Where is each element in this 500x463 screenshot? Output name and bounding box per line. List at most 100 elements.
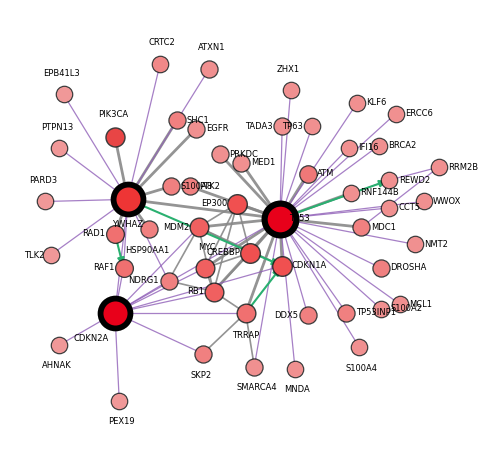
Point: [164, 277, 172, 284]
Text: PEX19: PEX19: [108, 417, 134, 426]
Point: [55, 341, 63, 349]
Point: [242, 309, 250, 317]
Point: [173, 116, 181, 124]
Point: [250, 363, 258, 370]
Text: SHC1: SHC1: [186, 116, 210, 125]
Point: [308, 123, 316, 130]
Point: [60, 91, 68, 98]
Point: [386, 204, 394, 212]
Point: [111, 309, 119, 317]
Point: [411, 241, 419, 248]
Point: [111, 309, 119, 317]
Text: KLF6: KLF6: [366, 99, 387, 107]
Text: CDKN2A: CDKN2A: [74, 333, 108, 343]
Text: PTPN13: PTPN13: [41, 123, 73, 131]
Point: [46, 251, 54, 259]
Point: [111, 230, 119, 238]
Point: [192, 125, 200, 132]
Point: [353, 99, 361, 106]
Text: TADA3: TADA3: [245, 122, 272, 131]
Point: [246, 249, 254, 257]
Text: TLK2: TLK2: [24, 250, 44, 260]
Text: TRRAP: TRRAP: [232, 331, 260, 340]
Point: [124, 196, 132, 203]
Point: [194, 224, 202, 231]
Point: [201, 264, 209, 272]
Text: REWD2: REWD2: [399, 175, 430, 185]
Text: S100A8: S100A8: [180, 182, 212, 191]
Point: [386, 176, 394, 184]
Point: [41, 198, 49, 205]
Point: [346, 189, 354, 197]
Point: [358, 224, 366, 231]
Point: [278, 262, 286, 269]
Text: AHNAK: AHNAK: [42, 362, 72, 370]
Point: [146, 225, 154, 233]
Point: [166, 183, 174, 190]
Text: WWOX: WWOX: [433, 197, 462, 206]
Text: IFI16: IFI16: [358, 144, 378, 152]
Point: [55, 341, 63, 349]
Point: [286, 86, 294, 94]
Text: NMT2: NMT2: [424, 240, 448, 249]
Text: ZHX1: ZHX1: [277, 65, 300, 74]
Text: ATM: ATM: [318, 169, 334, 178]
Point: [377, 305, 385, 313]
Text: BRCA2: BRCA2: [388, 141, 416, 150]
Text: MED1: MED1: [251, 158, 275, 168]
Text: PRKDC: PRKDC: [230, 150, 258, 159]
Point: [210, 288, 218, 295]
Point: [356, 344, 364, 351]
Point: [238, 159, 246, 167]
Point: [304, 170, 312, 177]
Point: [242, 309, 250, 317]
Text: EGFR: EGFR: [206, 124, 229, 133]
Point: [233, 200, 241, 207]
Point: [286, 86, 294, 94]
Point: [111, 133, 119, 141]
Point: [344, 144, 352, 151]
Point: [386, 176, 394, 184]
Point: [356, 344, 364, 351]
Point: [278, 123, 286, 130]
Point: [353, 99, 361, 106]
Text: RB1: RB1: [187, 287, 204, 296]
Point: [120, 264, 128, 272]
Text: DDX5: DDX5: [274, 311, 298, 319]
Point: [434, 163, 442, 171]
Point: [111, 230, 119, 238]
Text: RAD1: RAD1: [82, 229, 106, 238]
Point: [216, 150, 224, 158]
Point: [358, 224, 366, 231]
Point: [278, 262, 286, 269]
Text: RAF1: RAF1: [92, 263, 114, 272]
Text: DROSHA: DROSHA: [390, 263, 426, 272]
Point: [55, 144, 63, 151]
Text: ATXN1: ATXN1: [198, 44, 225, 52]
Point: [304, 312, 312, 319]
Point: [386, 204, 394, 212]
Point: [346, 189, 354, 197]
Point: [304, 170, 312, 177]
Point: [111, 133, 119, 141]
Text: MDM2: MDM2: [163, 223, 189, 232]
Text: S100A2: S100A2: [390, 304, 422, 313]
Text: MCL1: MCL1: [410, 300, 432, 309]
Point: [186, 183, 194, 190]
Text: TP53INP1: TP53INP1: [356, 308, 396, 318]
Point: [124, 196, 132, 203]
Point: [120, 264, 128, 272]
Text: YWHAZ: YWHAZ: [112, 220, 144, 229]
Point: [233, 200, 241, 207]
Point: [192, 125, 200, 132]
Point: [377, 305, 385, 313]
Text: PIK3CA: PIK3CA: [98, 110, 128, 119]
Point: [308, 123, 316, 130]
Point: [166, 183, 174, 190]
Point: [250, 363, 258, 370]
Point: [342, 309, 350, 317]
Point: [278, 123, 286, 130]
Point: [201, 264, 209, 272]
Point: [342, 309, 350, 317]
Text: MYC: MYC: [198, 243, 216, 252]
